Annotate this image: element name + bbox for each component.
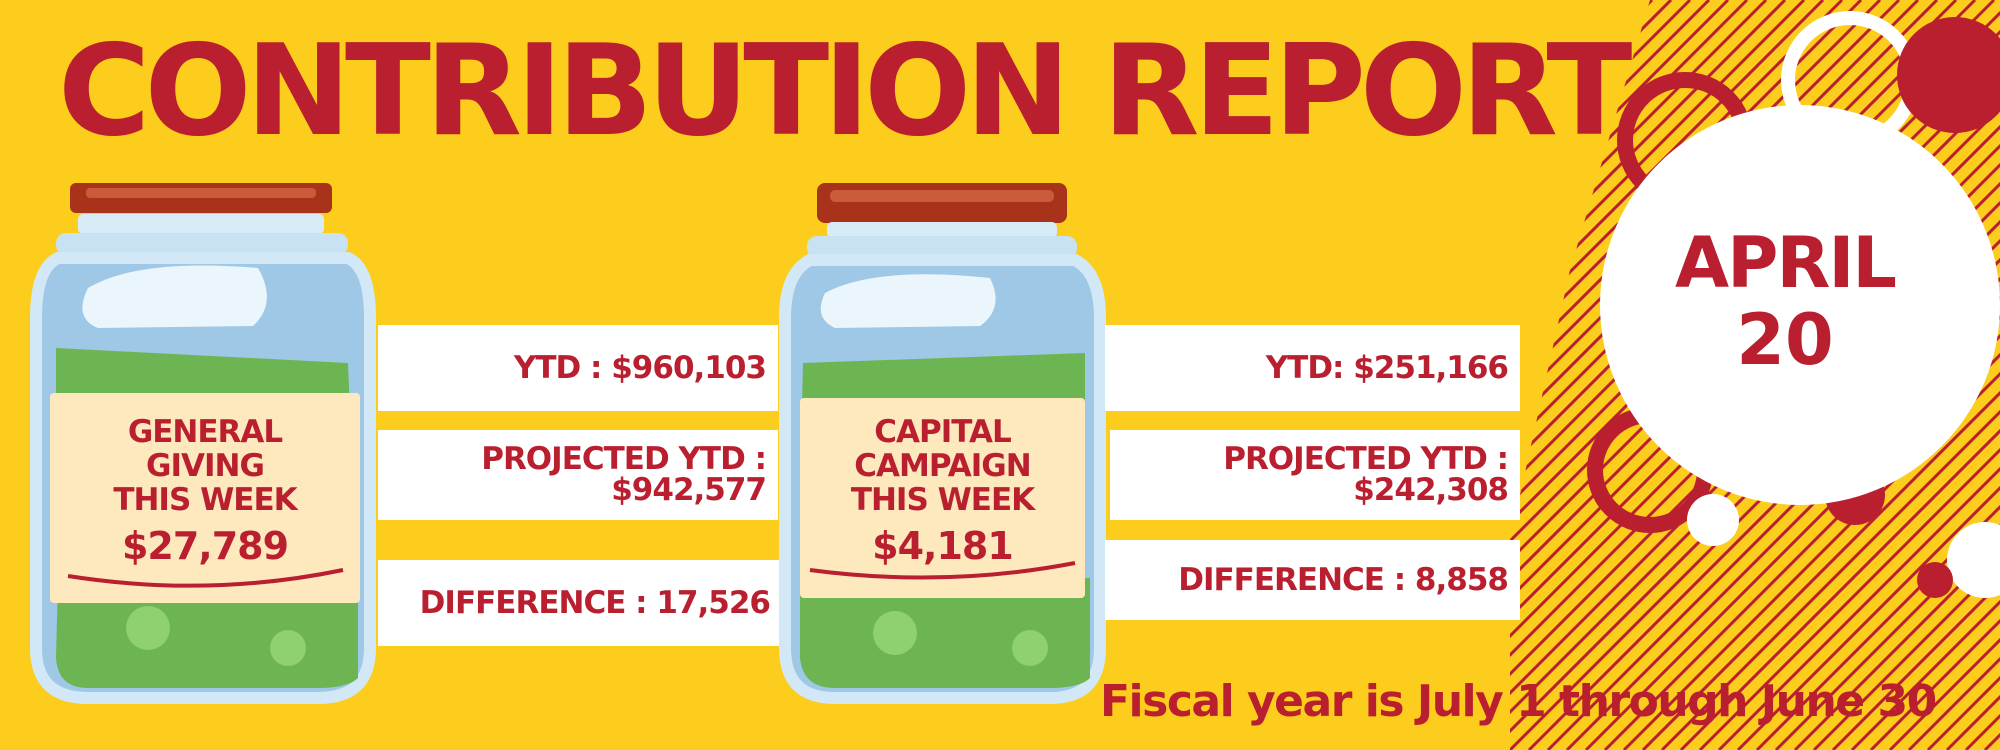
label-line: CAPITAL: [874, 414, 1011, 450]
capital-projected-panel: PROJECTED YTD : $242,308: [1110, 430, 1520, 520]
projected-label: PROJECTED YTD :: [1223, 441, 1509, 477]
projected-value: $242,308: [1353, 472, 1509, 508]
label-line: CAMPAIGN: [854, 448, 1031, 484]
general-projected-panel: PROJECTED YTD : $942,577: [378, 430, 778, 520]
label-line: THIS WEEK: [113, 482, 297, 518]
label-line: GENERAL: [127, 414, 283, 450]
report-title: CONTRIBUTION REPORT: [58, 17, 1632, 164]
weekly-amount: $4,181: [872, 524, 1014, 568]
projected-label: PROJECTED YTD :: [481, 441, 767, 477]
date-badge: APRIL 20: [1600, 105, 2000, 505]
capital-difference-panel: DIFFERENCE : 8,858: [1105, 540, 1520, 620]
projected-value: $942,577: [611, 472, 767, 508]
ytd-value: YTD : $960,103: [513, 349, 767, 386]
date-month: APRIL: [1674, 222, 1897, 304]
date-day: 20: [1736, 299, 1834, 381]
label-line: THIS WEEK: [850, 482, 1035, 518]
weekly-amount: $27,789: [121, 524, 289, 568]
label-line: GIVING: [146, 448, 265, 484]
difference-value: DIFFERENCE : 8,858: [1178, 561, 1509, 598]
fiscal-year-note: Fiscal year is July 1 through June 30: [1100, 676, 1937, 727]
jar-label: GENERAL GIVING THIS WEEK $27,789: [50, 415, 360, 569]
general-ytd-panel: YTD : $960,103: [378, 325, 778, 411]
difference-value: DIFFERENCE : 17,526: [419, 584, 771, 621]
jar-icon: [779, 183, 1106, 704]
jar-icon: [30, 183, 376, 704]
capital-ytd-panel: YTD: $251,166: [1105, 325, 1520, 411]
jar-label: CAPITAL CAMPAIGN THIS WEEK $4,181: [800, 415, 1085, 569]
ytd-value: YTD: $251,166: [1265, 349, 1509, 386]
general-difference-panel: DIFFERENCE : 17,526: [378, 560, 782, 646]
general-giving-jar: GENERAL GIVING THIS WEEK $27,789: [28, 178, 383, 708]
capital-campaign-jar: CAPITAL CAMPAIGN THIS WEEK $4,181: [775, 178, 1110, 708]
